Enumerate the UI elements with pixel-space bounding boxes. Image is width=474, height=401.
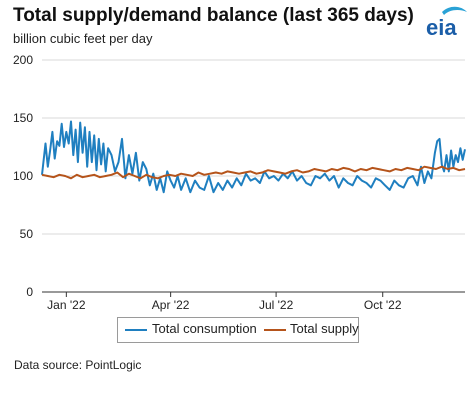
x-tick-label-3: Oct '22 (364, 298, 402, 312)
logo-text: eia (426, 15, 457, 40)
y-tick-label-200: 200 (13, 53, 33, 67)
x-tick-label-2: Jul '22 (259, 298, 294, 312)
x-tick-label-1: Apr '22 (152, 298, 190, 312)
series-line-consumption (41, 120, 466, 194)
legend-swatch-supply (264, 329, 286, 331)
y-axis-ticks: 0 50 100 150 200 (13, 53, 33, 299)
data-source-note: Data source: PointLogic (14, 358, 142, 372)
x-axis: Jan '22 Apr '22 Jul '22 Oct '22 (42, 291, 465, 312)
series-line-supply (41, 165, 466, 180)
legend-swatch-consumption (125, 329, 147, 331)
chart-title: Total supply/demand balance (last 365 da… (13, 5, 414, 26)
legend-label-supply: Total supply (290, 321, 359, 336)
logo-swoosh-icon (442, 6, 467, 15)
y-tick-label-100: 100 (13, 169, 33, 183)
legend-label-consumption: Total consumption (152, 321, 257, 336)
line-chart: 0 50 100 150 200 Jan '22 Apr '22 Jul '22 Oct '2… (13, 53, 466, 312)
eia-logo: eia (426, 6, 467, 40)
y-tick-label-150: 150 (13, 111, 33, 125)
x-tick-label-0: Jan '22 (47, 298, 86, 312)
gridlines (42, 59, 465, 235)
chart-legend: Total consumption Total supply (117, 317, 359, 343)
y-tick-label-0: 0 (26, 285, 33, 299)
series-lines (41, 120, 466, 194)
y-tick-label-50: 50 (20, 227, 34, 241)
chart-subtitle: billion cubic feet per day (13, 31, 153, 46)
